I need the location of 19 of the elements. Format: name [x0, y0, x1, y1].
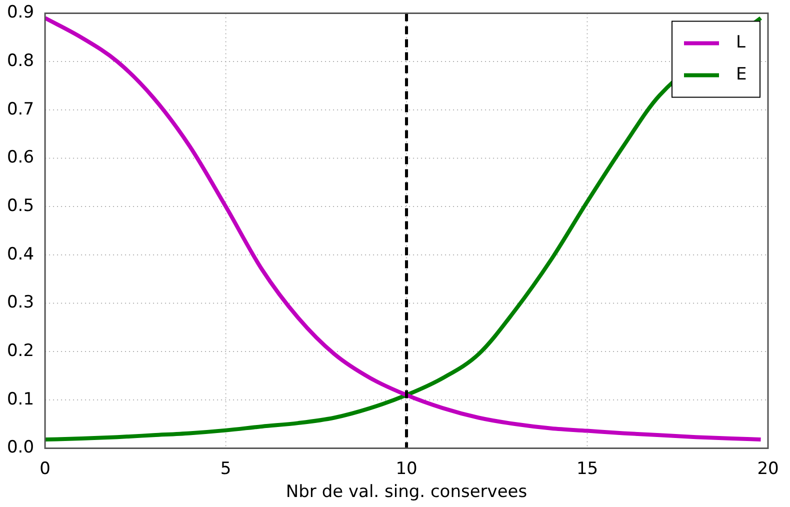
- x-tick-label: 5: [220, 458, 232, 479]
- y-tick-label: 0.9: [6, 2, 34, 23]
- x-tick-label: 20: [757, 458, 779, 479]
- y-tick-label: 0.0: [6, 438, 34, 458]
- y-tick-label: 0.7: [6, 99, 34, 120]
- x-axis-title: Nbr de val. sing. conservees: [286, 482, 528, 502]
- y-tick-label: 0.5: [6, 196, 34, 216]
- y-tick-label: 0.3: [6, 292, 34, 313]
- x-tick-label: 15: [576, 458, 598, 479]
- y-tick-label: 0.4: [6, 244, 34, 264]
- line-series: [45, 16, 763, 442]
- x-tick-label: 0: [40, 458, 50, 479]
- y-tick-label: 0.6: [6, 148, 34, 168]
- legend-label: L: [736, 32, 746, 53]
- legend-label: E: [736, 64, 747, 85]
- y-tick-label: 0.2: [6, 340, 34, 361]
- x-tick-label: 10: [396, 458, 418, 479]
- y-tick-label: 0.8: [6, 50, 34, 71]
- y-tick-label: 0.1: [6, 389, 34, 410]
